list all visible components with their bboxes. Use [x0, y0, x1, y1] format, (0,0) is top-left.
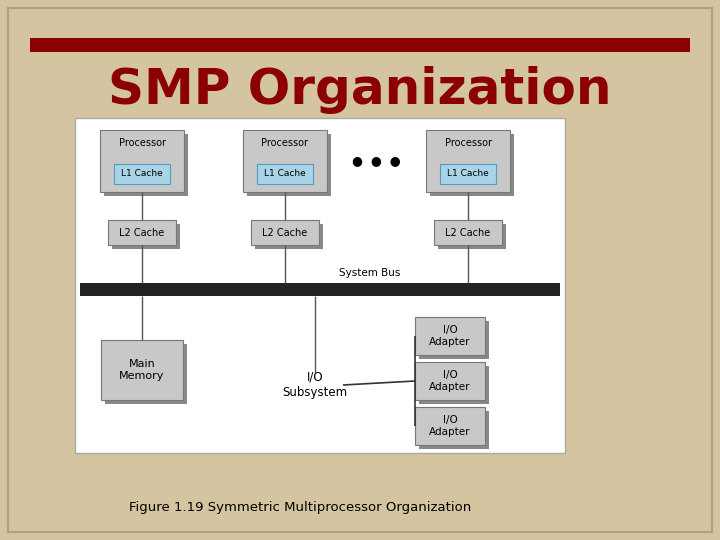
FancyBboxPatch shape — [8, 8, 712, 532]
FancyBboxPatch shape — [419, 366, 489, 404]
FancyBboxPatch shape — [114, 164, 170, 184]
FancyBboxPatch shape — [112, 224, 180, 249]
FancyBboxPatch shape — [80, 283, 560, 296]
Text: I/O
Adapter: I/O Adapter — [429, 325, 471, 347]
FancyBboxPatch shape — [415, 317, 485, 355]
Text: L2 Cache: L2 Cache — [446, 227, 490, 238]
Text: SMP Organization: SMP Organization — [108, 66, 612, 114]
Text: L1 Cache: L1 Cache — [121, 170, 163, 179]
FancyBboxPatch shape — [251, 220, 319, 245]
FancyBboxPatch shape — [104, 134, 188, 196]
FancyBboxPatch shape — [419, 411, 489, 449]
FancyBboxPatch shape — [105, 344, 187, 404]
Text: Processor: Processor — [444, 138, 492, 148]
FancyBboxPatch shape — [257, 164, 313, 184]
Text: ●  ●  ●: ● ● ● — [352, 154, 401, 167]
FancyBboxPatch shape — [415, 362, 485, 400]
Text: Processor: Processor — [261, 138, 308, 148]
Text: L1 Cache: L1 Cache — [264, 170, 306, 179]
Text: L1 Cache: L1 Cache — [447, 170, 489, 179]
FancyBboxPatch shape — [426, 130, 510, 192]
Text: L2 Cache: L2 Cache — [120, 227, 165, 238]
Text: L2 Cache: L2 Cache — [262, 227, 307, 238]
FancyBboxPatch shape — [108, 220, 176, 245]
FancyBboxPatch shape — [440, 164, 496, 184]
Text: Main
Memory: Main Memory — [120, 359, 165, 381]
Text: I/O
Adapter: I/O Adapter — [429, 370, 471, 392]
FancyBboxPatch shape — [415, 407, 485, 445]
Text: I/O
Subsystem: I/O Subsystem — [282, 371, 348, 399]
Text: I/O
Adapter: I/O Adapter — [429, 415, 471, 437]
FancyBboxPatch shape — [30, 38, 690, 52]
FancyBboxPatch shape — [419, 321, 489, 359]
FancyBboxPatch shape — [243, 130, 327, 192]
FancyBboxPatch shape — [430, 134, 514, 196]
Text: Figure 1.19 Symmetric Multiprocessor Organization: Figure 1.19 Symmetric Multiprocessor Org… — [129, 502, 471, 515]
Text: System Bus: System Bus — [339, 268, 401, 278]
FancyBboxPatch shape — [434, 220, 502, 245]
FancyBboxPatch shape — [100, 130, 184, 192]
FancyBboxPatch shape — [101, 340, 183, 400]
FancyBboxPatch shape — [438, 224, 506, 249]
FancyBboxPatch shape — [75, 118, 565, 453]
Text: Processor: Processor — [119, 138, 166, 148]
FancyBboxPatch shape — [247, 134, 331, 196]
FancyBboxPatch shape — [255, 224, 323, 249]
